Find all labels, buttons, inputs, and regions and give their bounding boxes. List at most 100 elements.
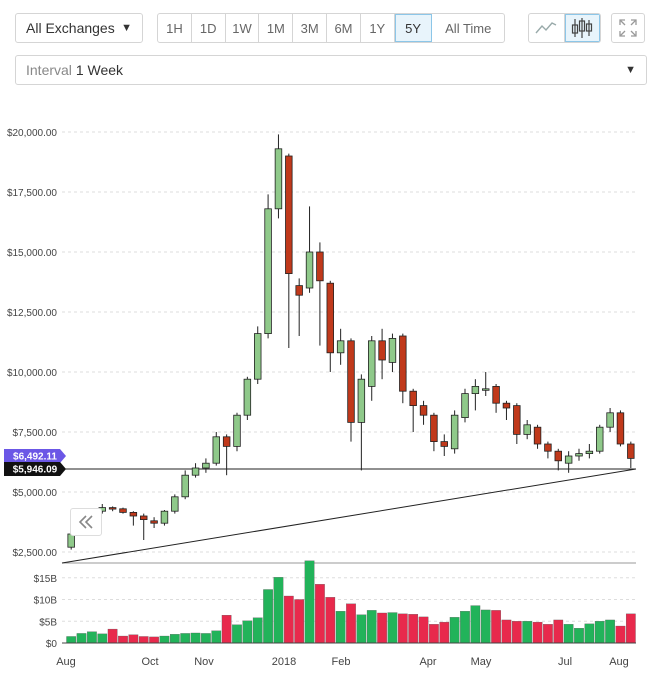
candle-body bbox=[202, 462, 210, 469]
x-tick-label: Aug bbox=[609, 656, 629, 668]
x-tick-label: 2018 bbox=[272, 656, 296, 668]
volume-bar bbox=[252, 617, 263, 644]
volume-bar bbox=[325, 597, 336, 644]
volume-bar bbox=[107, 628, 118, 644]
volume-bar bbox=[273, 577, 284, 644]
x-tick-label: Apr bbox=[419, 656, 436, 668]
volume-bar bbox=[553, 619, 564, 644]
y-tick-label: $15,000.00 bbox=[7, 248, 57, 259]
x-tick-label: Nov bbox=[194, 656, 214, 668]
candle-body bbox=[450, 414, 459, 450]
range-1y[interactable]: 1Y bbox=[361, 14, 395, 42]
candle-body bbox=[336, 340, 345, 354]
range-all-time[interactable]: All Time bbox=[445, 20, 492, 36]
volume-tick-label: $0 bbox=[46, 639, 58, 650]
volume-bar bbox=[283, 595, 294, 644]
range-1w[interactable]: 1W bbox=[226, 14, 260, 42]
candle-body bbox=[191, 467, 200, 476]
volume-bar bbox=[377, 612, 387, 644]
double-chevron-left-icon bbox=[78, 515, 93, 529]
chart-type-selector bbox=[528, 13, 601, 43]
volume-bar bbox=[232, 624, 242, 644]
volume-bar bbox=[304, 560, 315, 644]
candle-body bbox=[492, 385, 500, 404]
candle-body bbox=[378, 340, 386, 361]
candle-body bbox=[254, 333, 262, 380]
range-6m[interactable]: 6M bbox=[327, 14, 361, 42]
volume-bar bbox=[149, 636, 159, 644]
volume-bar bbox=[563, 624, 574, 644]
interval-select[interactable]: Interval 1 Week ▼ bbox=[15, 55, 647, 85]
candle-body bbox=[430, 414, 438, 443]
current-price-label-bg bbox=[4, 449, 66, 463]
volume-bar bbox=[408, 614, 419, 644]
candle-body bbox=[606, 412, 614, 428]
y-tick-label: $12,500.00 bbox=[7, 308, 57, 319]
candle-body bbox=[575, 453, 583, 457]
volume-bar bbox=[66, 636, 77, 644]
range-1m[interactable]: 1M bbox=[259, 14, 294, 42]
volume-bar bbox=[387, 612, 398, 644]
candle-body bbox=[409, 390, 417, 407]
range-1d[interactable]: 1D bbox=[192, 14, 226, 42]
volume-tick-label: $15B bbox=[34, 574, 58, 585]
volume-bar bbox=[543, 624, 553, 644]
volume-bar bbox=[439, 621, 450, 644]
candle-body bbox=[399, 335, 407, 392]
volume-bar bbox=[118, 635, 128, 644]
candle-body bbox=[544, 443, 552, 452]
candle-body bbox=[129, 512, 138, 517]
volume-bar bbox=[356, 614, 367, 644]
candlestick-icon bbox=[572, 18, 593, 38]
candle-body bbox=[305, 251, 314, 289]
candle-body bbox=[461, 393, 469, 419]
candle-body bbox=[502, 402, 511, 409]
candle-body bbox=[243, 378, 252, 416]
interval-label: Interval bbox=[26, 62, 72, 78]
interval-value: 1 Week bbox=[75, 62, 124, 78]
candle-body bbox=[585, 450, 594, 455]
candle-body bbox=[347, 340, 355, 423]
expand-icon bbox=[619, 19, 637, 37]
volume-bar bbox=[594, 621, 605, 644]
volume-bar bbox=[397, 613, 408, 644]
volume-bar bbox=[221, 615, 232, 644]
volume-bar bbox=[429, 624, 439, 644]
y-tick-label: $10,000.00 bbox=[7, 368, 57, 379]
volume-tick-label: $5B bbox=[39, 617, 57, 628]
candle-body bbox=[388, 337, 397, 363]
volume-bar bbox=[480, 609, 491, 644]
range-1h[interactable]: 1H bbox=[158, 14, 192, 42]
price-line-label-text: $5,946.09 bbox=[13, 465, 58, 476]
exchange-select[interactable]: All Exchanges ▼ bbox=[15, 13, 143, 43]
x-tick-label: Jul bbox=[558, 656, 572, 668]
volume-bar bbox=[346, 603, 356, 644]
volume-bar bbox=[169, 634, 180, 644]
candle-body bbox=[523, 424, 531, 435]
line-chart-button[interactable] bbox=[529, 14, 565, 42]
volume-bar bbox=[460, 611, 470, 644]
candle-body bbox=[274, 148, 283, 210]
candle-body bbox=[482, 388, 490, 391]
candle-body bbox=[419, 405, 428, 416]
price-line-label: $5,946.09 bbox=[4, 462, 66, 476]
range-3m[interactable]: 3M bbox=[293, 14, 328, 42]
range-5y[interactable]: 5Y bbox=[394, 14, 433, 42]
volume-bar bbox=[501, 619, 512, 644]
volume-tick-label: $10B bbox=[34, 596, 58, 607]
line-chart-icon bbox=[535, 22, 557, 34]
candlestick-chart-button[interactable] bbox=[564, 14, 600, 42]
candle-body bbox=[233, 414, 241, 447]
price-line-label-bg bbox=[4, 462, 66, 476]
volume-bar bbox=[180, 633, 191, 644]
y-tick-label: $7,500.00 bbox=[13, 428, 58, 439]
y-tick-label: $20,000.00 bbox=[7, 128, 57, 139]
candle-body bbox=[160, 510, 169, 524]
candle-body bbox=[627, 443, 635, 459]
volume-bar bbox=[449, 617, 460, 644]
volume-bar bbox=[315, 584, 325, 644]
volume-bar bbox=[159, 635, 170, 644]
fullscreen-button[interactable] bbox=[611, 13, 645, 43]
collapse-button[interactable] bbox=[70, 508, 102, 536]
volume-bar bbox=[97, 633, 108, 644]
